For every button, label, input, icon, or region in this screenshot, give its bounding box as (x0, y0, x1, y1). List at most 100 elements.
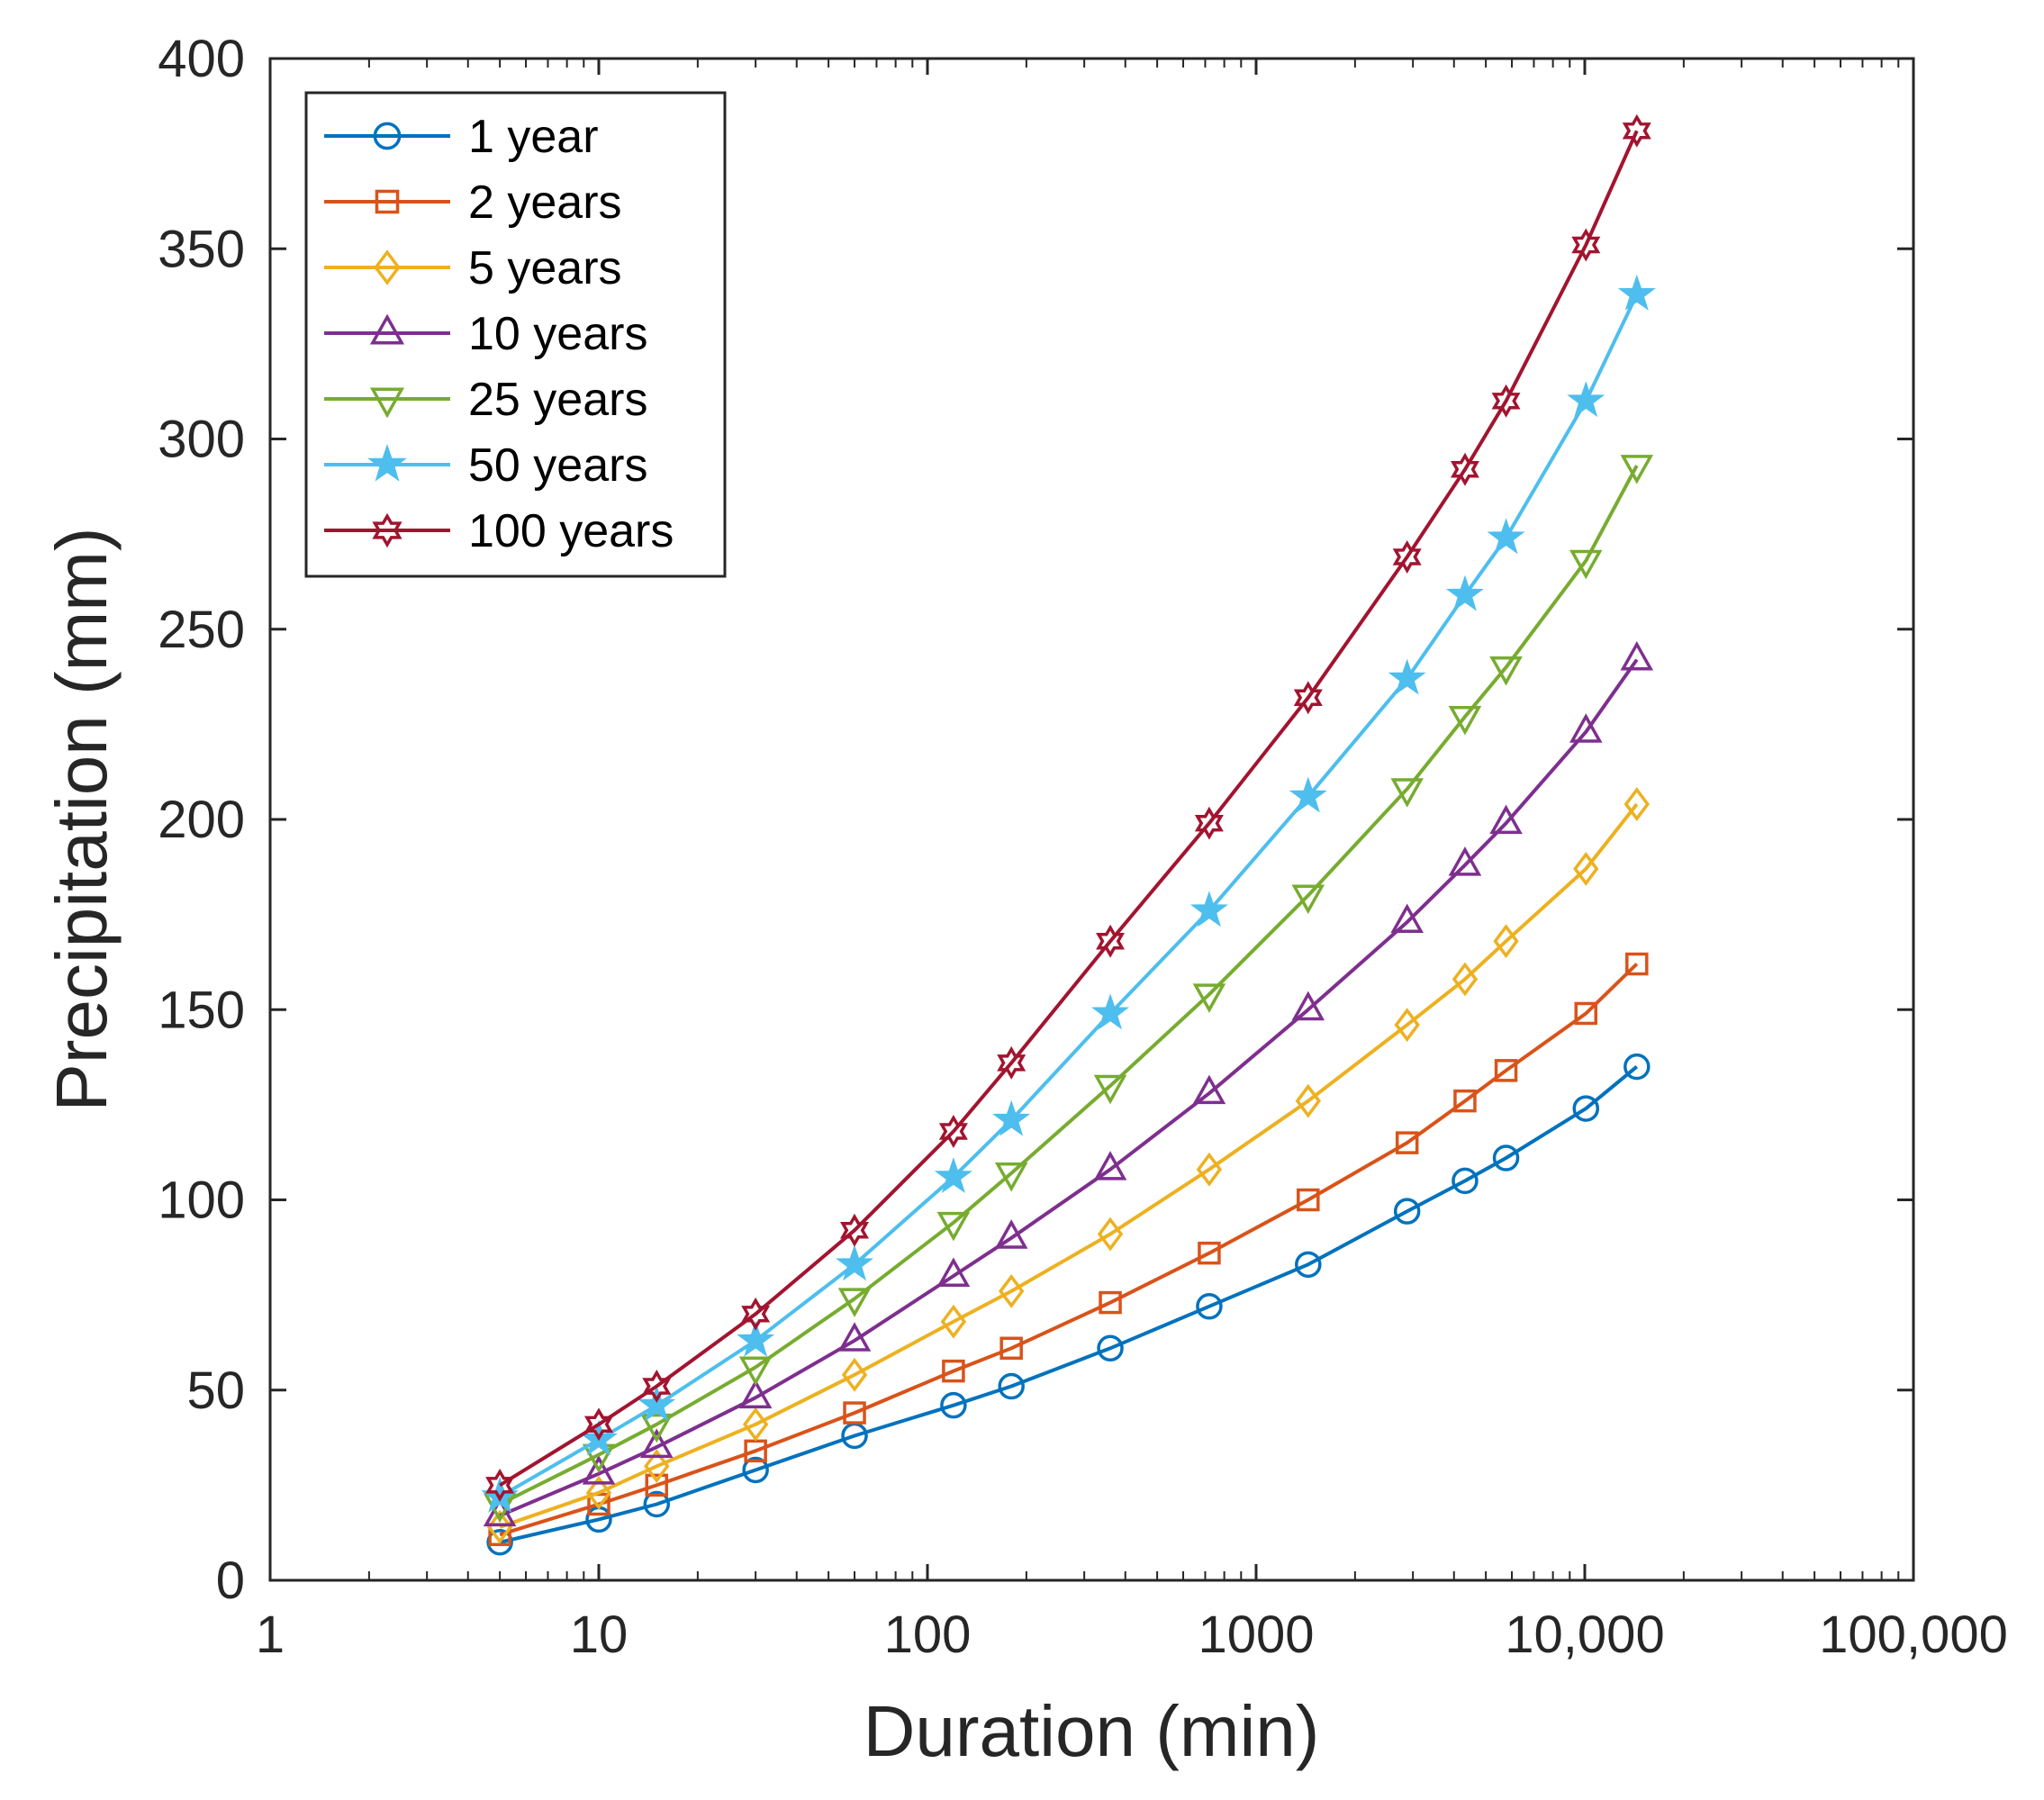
legend-item: 1 year (324, 111, 599, 163)
series-line-5-years (499, 802, 1639, 1529)
data-point (940, 1391, 967, 1419)
data-point (483, 1497, 517, 1527)
x-axis-title: Duration (min) (864, 1691, 1320, 1771)
data-point (841, 1357, 868, 1392)
series-line-2-years (499, 963, 1639, 1537)
data-point (1492, 1144, 1520, 1171)
x-tick-label: 100,000 (1819, 1606, 2008, 1664)
series-10-years (483, 640, 1654, 1527)
data-point (936, 1211, 971, 1242)
legend-marker (369, 313, 405, 345)
data-point (643, 1490, 671, 1518)
data-point (1291, 884, 1325, 915)
data-point (1091, 993, 1130, 1030)
data-point (1097, 1334, 1124, 1362)
data-point (1448, 705, 1482, 736)
data-point (839, 1213, 870, 1247)
legend-marker (375, 189, 400, 214)
legend-item: 100 years (324, 505, 674, 557)
series-line-25-years (499, 465, 1639, 1506)
series-2-years (488, 952, 1649, 1547)
y-tick-label: 150 (158, 981, 245, 1039)
data-point (1198, 1241, 1221, 1265)
data-point (645, 1473, 669, 1497)
data-point (1623, 1053, 1651, 1081)
y-tick-label: 200 (158, 791, 245, 849)
data-point (1572, 1095, 1600, 1122)
y-tick-label: 300 (158, 411, 245, 469)
data-point (639, 1428, 674, 1459)
data-point (938, 1115, 968, 1148)
data-point (942, 1359, 965, 1383)
data-point (1099, 1290, 1122, 1315)
data-point (585, 1475, 612, 1510)
data-point (1491, 384, 1521, 418)
data-point (1293, 681, 1323, 715)
tick-labels: 0 50 100 150 200 250 300 350 400 1 10 100 1000 10,000… (158, 30, 2008, 1664)
data-point (936, 1257, 971, 1287)
data-point (1390, 778, 1424, 808)
legend: 1 year 2 years 5 years 10 years 25 years 50 y… (304, 91, 727, 578)
data-point (1445, 574, 1484, 611)
data-point (1097, 1217, 1124, 1252)
data-point (1620, 640, 1654, 671)
data-point (999, 1336, 1023, 1361)
data-point (998, 1273, 1025, 1308)
y-tick-label: 250 (158, 601, 245, 659)
y-tick-label: 400 (158, 30, 245, 88)
data-point (1567, 381, 1605, 418)
series-line-100-years (499, 130, 1639, 1488)
data-point (485, 1468, 515, 1502)
legend-marker (373, 122, 402, 150)
data-point (1394, 1008, 1420, 1043)
data-point (1388, 658, 1426, 695)
series-line-1-year (499, 1065, 1639, 1544)
data-point (1625, 952, 1649, 976)
data-point (843, 1401, 866, 1425)
data-point (997, 1045, 1027, 1080)
data-point (1192, 1074, 1226, 1105)
legend-item: 10 years (324, 308, 647, 360)
data-point (742, 1407, 769, 1442)
series-1-year (486, 1053, 1651, 1556)
data-point (1574, 1001, 1598, 1026)
series-layer (481, 113, 1656, 1556)
legend-label: 10 years (468, 308, 647, 360)
data-point (1573, 852, 1599, 886)
data-point (1569, 713, 1603, 743)
legend-label: 50 years (468, 439, 647, 492)
data-point (1192, 983, 1226, 1013)
legend-marker (369, 387, 405, 419)
data-point (1453, 1089, 1477, 1113)
legend-label: 25 years (468, 374, 647, 426)
y-tick-label: 100 (158, 1171, 245, 1230)
series-25-years (483, 455, 1654, 1524)
data-point (742, 1456, 769, 1484)
x-tick-label: 1000 (1198, 1606, 1314, 1664)
x-tick-label: 10,000 (1505, 1606, 1664, 1664)
data-point (738, 1379, 773, 1409)
data-point (1297, 1188, 1320, 1212)
data-point (738, 1356, 773, 1386)
data-point (994, 1162, 1028, 1192)
data-point (1623, 787, 1650, 822)
legend-marker (374, 249, 401, 285)
data-point (1393, 1198, 1421, 1225)
data-point (1093, 1074, 1127, 1105)
data-point (582, 1455, 616, 1485)
legend-label: 100 years (468, 505, 674, 557)
legend-item: 25 years (324, 374, 647, 426)
data-point (1620, 455, 1654, 484)
data-point (1196, 1152, 1223, 1187)
plot-frame (268, 57, 1915, 1582)
y-tick-label: 50 (186, 1361, 245, 1420)
data-point (741, 1297, 771, 1331)
legend-item: 5 years (324, 242, 622, 294)
data-point (1295, 1083, 1321, 1118)
data-point (998, 1372, 1025, 1400)
data-point (1571, 228, 1601, 262)
y-tick-label: 0 (216, 1551, 245, 1610)
data-point (1096, 924, 1125, 958)
data-point (1093, 1151, 1127, 1180)
series-5-years (486, 787, 1650, 1544)
